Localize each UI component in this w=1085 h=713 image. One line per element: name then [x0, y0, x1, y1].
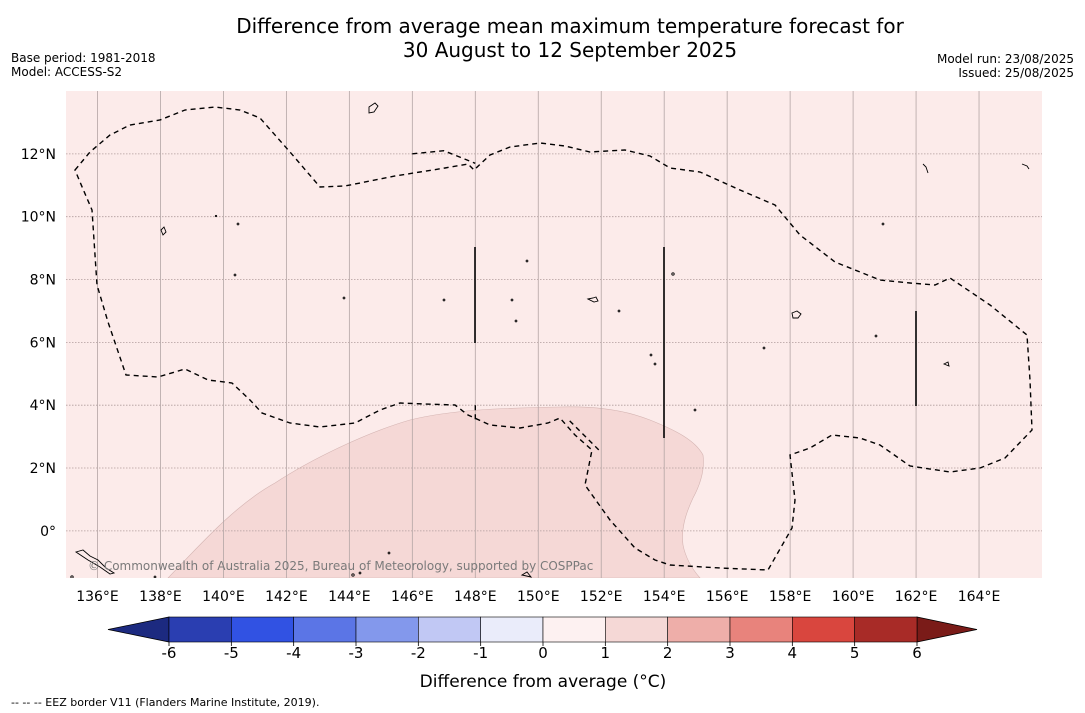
colorbar: -6 -5 -4 -3 -2 -1 0 1 2 3 4 5 6 — [107, 616, 978, 662]
axis-labels: 136°E 138°E 140°E 142°E 144°E 146°E 148°E 150°E… — [21, 147, 1001, 605]
island-pohnpei — [791, 310, 802, 319]
lon-tick-label: 146°E — [391, 589, 434, 605]
model-run: Model run: 23/08/2025 — [936, 52, 1074, 66]
colorbar-segment — [418, 616, 481, 643]
eez-border-north-boundary — [74, 106, 1033, 571]
colorbar-segment — [480, 616, 544, 643]
lon-tick-label: 158°E — [769, 589, 812, 605]
colorbar-label: Difference from average (°C) — [420, 672, 667, 692]
colorbar-tick-label: 6 — [912, 644, 922, 662]
island-chuuk — [586, 296, 599, 303]
model-name: Model: ACCESS-S2 — [11, 65, 123, 79]
colorbar-tick-label: 2 — [663, 644, 673, 662]
colorbar-extend-high — [916, 616, 978, 643]
lat-tick-label: 10°N — [21, 210, 56, 226]
lon-tick-label: 140°E — [202, 589, 245, 605]
lon-tick-label: 144°E — [328, 589, 371, 605]
colorbar-tick-label: -6 — [162, 644, 177, 662]
colorbar-tick-label: -3 — [349, 644, 364, 662]
title-line-2: 30 August to 12 September 2025 — [402, 38, 738, 62]
meta-right: Model run: 23/08/2025 Issued: 25/08/2025 — [937, 52, 1074, 80]
lat-tick-label: 6°N — [30, 335, 56, 351]
colorbar-tick-label: -4 — [286, 644, 301, 662]
colorbar-segment — [542, 616, 606, 643]
island-wake — [1021, 163, 1030, 170]
title-line-1: Difference from average mean maximum tem… — [236, 14, 904, 38]
eez-legend-note: -- -- -- EEZ border V11 (Flanders Marine… — [11, 696, 320, 709]
nautical-lines — [474, 247, 917, 438]
colorbar-tick-label: 0 — [538, 644, 548, 662]
colorbar-tick-label: -5 — [224, 644, 239, 662]
colorbar-extend-low — [107, 616, 170, 643]
lon-tick-label: 156°E — [706, 589, 749, 605]
lon-tick-label: 162°E — [895, 589, 938, 605]
colorbar-segment — [729, 616, 793, 643]
colorbar-segment — [605, 616, 668, 643]
colorbar-segment — [792, 616, 855, 643]
island-manus — [520, 571, 533, 578]
island-marcus-area — [368, 102, 379, 114]
lon-tick-label: 160°E — [832, 589, 875, 605]
meta-left: Base period: 1981-2018 Model: ACCESS-S2 — [11, 51, 156, 79]
colorbar-segment — [293, 616, 357, 643]
issued-date: Issued: 25/08/2025 — [958, 66, 1074, 80]
colorbar-tick-label: -2 — [411, 644, 426, 662]
lon-tick-label: 138°E — [139, 589, 182, 605]
island-kosrae — [942, 361, 950, 367]
copyright-text: © Commonwealth of Australia 2025, Bureau… — [88, 559, 593, 573]
lon-tick-label: 142°E — [265, 589, 308, 605]
lat-tick-label: 12°N — [21, 147, 56, 163]
colorbar-tick-label: 3 — [725, 644, 735, 662]
colorbar-segment — [854, 616, 918, 643]
colorbar-segment — [168, 616, 232, 643]
map-title: Difference from average mean maximum tem… — [170, 14, 970, 62]
lon-tick-label: 152°E — [580, 589, 623, 605]
eez-line — [412, 149, 476, 164]
island-taongi — [922, 163, 929, 174]
island-new-guinea-coast — [74, 549, 116, 575]
colorbar-tick-label: 4 — [788, 644, 798, 662]
eez-lines — [412, 149, 602, 453]
colorbar-segment — [667, 616, 731, 643]
colorbar-segment — [231, 616, 294, 643]
colorbar-tick-label: -1 — [473, 644, 488, 662]
lon-tick-label: 164°E — [958, 589, 1001, 605]
eez-line — [569, 420, 602, 453]
lat-tick-label: 4°N — [30, 398, 56, 414]
lon-tick-label: 150°E — [517, 589, 560, 605]
colorbar-segment — [355, 616, 419, 643]
lat-tick-label: 0° — [40, 524, 56, 540]
island-guam — [160, 226, 167, 236]
anomaly-region-1-2C — [167, 406, 704, 578]
base-period: Base period: 1981-2018 — [11, 51, 156, 65]
lon-tick-label: 136°E — [76, 589, 119, 605]
lon-tick-label: 154°E — [643, 589, 686, 605]
lat-tick-label: 8°N — [30, 273, 56, 289]
lon-tick-label: 148°E — [454, 589, 497, 605]
lat-tick-label: 2°N — [30, 461, 56, 477]
colorbar-tick-label: 5 — [850, 644, 860, 662]
colorbar-tick-label: 1 — [601, 644, 611, 662]
islands — [70, 102, 1030, 578]
